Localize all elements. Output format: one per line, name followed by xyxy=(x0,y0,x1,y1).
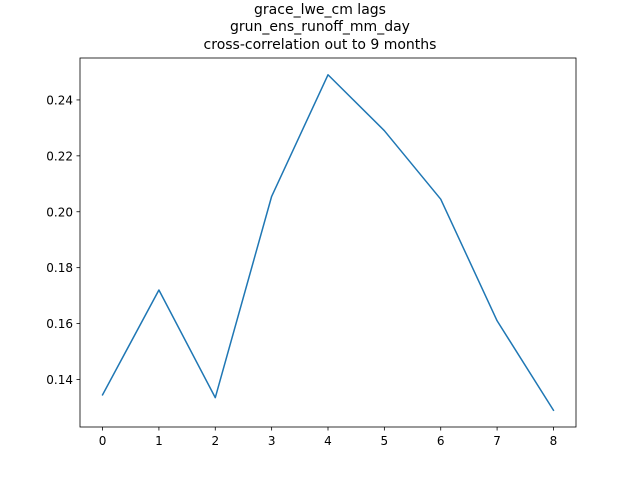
y-tick-label: 0.16 xyxy=(46,317,73,331)
plot-frame xyxy=(79,57,577,428)
chart-title-line-2: grun_ens_runoff_mm_day xyxy=(230,19,410,35)
x-tick-label: 0 xyxy=(99,434,107,448)
y-tick-label: 0.22 xyxy=(46,149,73,163)
x-tick-label: 3 xyxy=(268,434,276,448)
x-tick-label: 1 xyxy=(155,434,163,448)
chart-title-line-1: grace_lwe_cm lags xyxy=(254,2,386,18)
x-tick-label: 6 xyxy=(437,434,445,448)
chart-title-line-3: cross-correlation out to 9 months xyxy=(204,37,437,53)
x-tick-label: 5 xyxy=(381,434,389,448)
chart-title: grace_lwe_cm lags grun_ens_runoff_mm_day… xyxy=(204,2,437,53)
x-tick-label: 4 xyxy=(324,434,332,448)
y-tick-label: 0.24 xyxy=(46,93,73,107)
y-tick-label: 0.20 xyxy=(46,205,73,219)
y-tick-label: 0.18 xyxy=(46,261,73,275)
series-line xyxy=(101,74,555,412)
y-tick-label: 0.14 xyxy=(46,373,73,387)
x-tick-label: 2 xyxy=(211,434,219,448)
x-tick-label: 8 xyxy=(550,434,558,448)
x-tick-label: 7 xyxy=(493,434,501,448)
y-axis: 0.14 0.16 0.18 0.20 0.22 0.24 xyxy=(46,93,80,387)
x-axis: 0 1 2 3 4 5 6 7 8 xyxy=(99,427,558,448)
